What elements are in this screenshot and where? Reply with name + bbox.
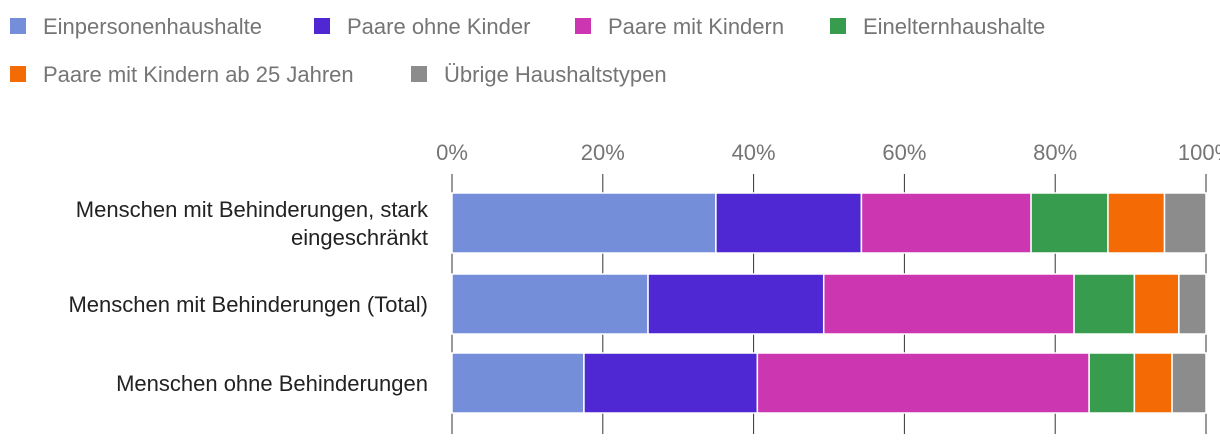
bar-segment <box>1133 273 1180 335</box>
legend-swatch <box>10 18 26 34</box>
category-label: Menschen mit Behinderungen, stark <box>76 197 429 222</box>
legend-label: Paare mit Kindern ab 25 Jahren <box>43 62 354 87</box>
category-label: Menschen mit Behinderungen (Total) <box>68 292 428 317</box>
bar-segment <box>1107 192 1166 254</box>
x-tick-label: 60% <box>882 140 926 165</box>
bar-segment <box>756 352 1090 414</box>
x-tick-label: 0% <box>436 140 468 165</box>
x-tick-label: 80% <box>1033 140 1077 165</box>
bar-segment <box>1030 192 1109 254</box>
bar-segment <box>822 273 1075 335</box>
legend-label: Paare mit Kindern <box>608 14 784 39</box>
bar-segment <box>715 192 863 254</box>
bar-segment <box>860 192 1032 254</box>
legend-label: Übrige Haushaltstypen <box>444 62 667 87</box>
bars <box>451 192 1207 414</box>
bar-segment <box>1178 273 1207 335</box>
bar-segment <box>583 352 759 414</box>
legend: Einpersonenhaushalte Paare ohne Kinder Paa… <box>10 14 1045 87</box>
x-axis-ticks: 0% 20% 40% 60% 80% 100% <box>436 140 1220 165</box>
y-axis-category-labels: Menschen mit Behinderungen, stark eingesc… <box>68 197 429 396</box>
legend-swatch <box>314 18 330 34</box>
x-tick-label: 100% <box>1178 140 1220 165</box>
bar-segment <box>451 273 649 335</box>
bar-segment <box>1171 352 1207 414</box>
bar-segment <box>451 192 717 254</box>
bar-segment <box>1163 192 1207 254</box>
x-tick-label: 20% <box>581 140 625 165</box>
legend-swatch <box>411 66 427 82</box>
bar-segment <box>1133 352 1173 414</box>
bar-segment <box>1088 352 1136 414</box>
x-tick-label: 40% <box>732 140 776 165</box>
category-label: Menschen ohne Behinderungen <box>116 371 428 396</box>
bar-segment <box>1073 273 1136 335</box>
legend-label: Einpersonenhaushalte <box>43 14 262 39</box>
legend-swatch <box>830 18 846 34</box>
category-label: eingeschränkt <box>291 225 428 250</box>
bar-segment <box>451 352 585 414</box>
legend-swatch <box>575 18 591 34</box>
legend-label: Paare ohne Kinder <box>347 14 530 39</box>
legend-swatch <box>10 66 26 82</box>
bar-segment <box>647 273 825 335</box>
legend-label: Einelternhaushalte <box>863 14 1045 39</box>
